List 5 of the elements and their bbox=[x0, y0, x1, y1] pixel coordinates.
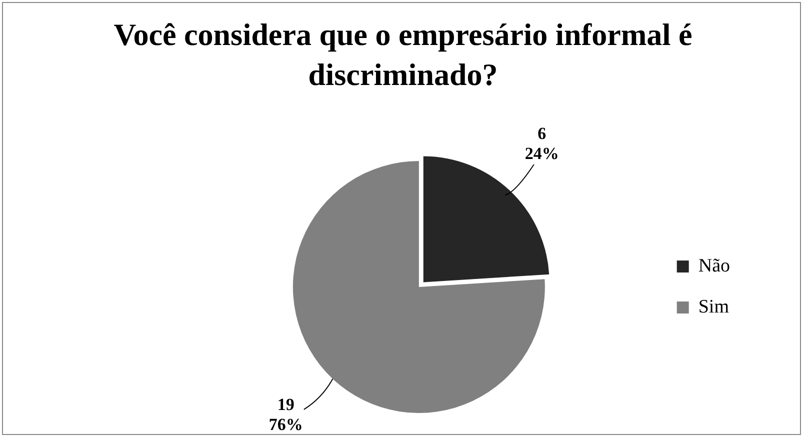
legend-label: Não bbox=[698, 255, 730, 276]
data-label: 6 24% bbox=[524, 124, 559, 163]
data-label: 19 76% bbox=[268, 394, 303, 434]
chart-title: Você considera que o empresário informal é discriminado? bbox=[112, 16, 694, 94]
legend-label: Sim bbox=[698, 296, 730, 318]
